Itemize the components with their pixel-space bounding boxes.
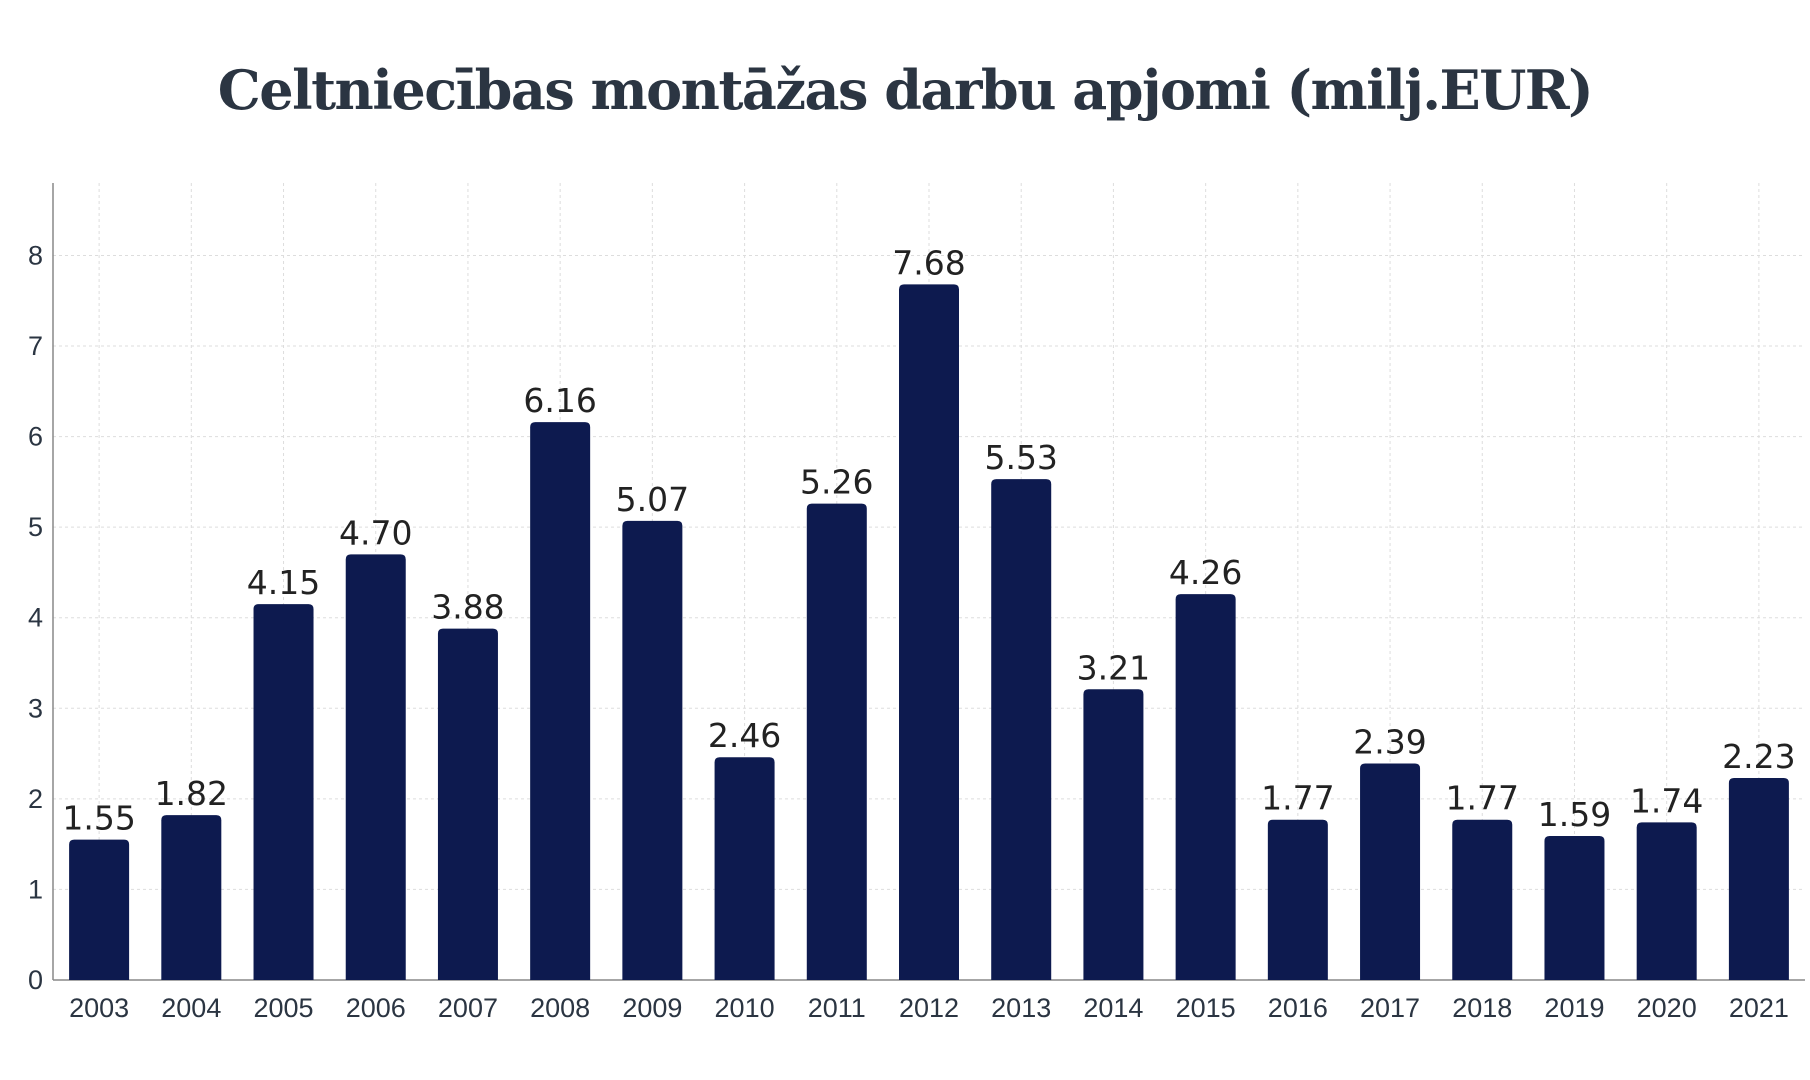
- data-label-2009: 5.07: [616, 480, 689, 519]
- bar-2019: [1544, 835, 1605, 980]
- data-label-2010: 2.46: [708, 716, 781, 755]
- bar-2013: [991, 479, 1052, 980]
- data-label-2005: 4.15: [247, 563, 320, 602]
- bar-2014: [1083, 689, 1144, 980]
- x-tick-label: 2006: [346, 993, 406, 1023]
- y-tick-label: 7: [28, 331, 43, 361]
- y-tick-label: 2: [28, 784, 43, 814]
- bar-2021: [1728, 778, 1789, 980]
- data-label-2012: 7.68: [892, 243, 965, 282]
- data-label-2014: 3.21: [1077, 648, 1150, 687]
- data-label-2003: 1.55: [62, 799, 135, 838]
- bar-2017: [1360, 763, 1421, 980]
- data-label-2011: 5.26: [800, 463, 873, 502]
- x-tick-label: 2013: [991, 993, 1051, 1023]
- x-tick-label: 2009: [622, 993, 682, 1023]
- bar-2008: [530, 422, 591, 981]
- x-tick-label: 2017: [1360, 993, 1420, 1023]
- x-tick-label: 2012: [899, 993, 959, 1023]
- x-tick-label: 2011: [808, 993, 866, 1023]
- bar-2012: [899, 284, 959, 980]
- tick-labels: 0 1 2 3 4 5 6 7 8 2003 2004 2005 2006 2007 2008 2009 201…: [28, 240, 1789, 1023]
- bar-2011: [806, 503, 867, 980]
- data-label-2020: 1.74: [1630, 781, 1703, 820]
- x-tick-label: 2016: [1268, 993, 1328, 1023]
- y-tick-label: 4: [28, 603, 43, 633]
- data-label-2007: 3.88: [431, 588, 504, 627]
- x-tick-label: 2018: [1452, 993, 1512, 1023]
- data-label-2018: 1.77: [1446, 779, 1519, 818]
- bar-2009: [622, 520, 683, 980]
- data-label-2006: 4.70: [339, 513, 412, 552]
- y-tick-label: 3: [28, 693, 43, 723]
- data-label-2004: 1.82: [155, 774, 228, 813]
- bar-2005: [253, 604, 314, 980]
- x-tick-label: 2004: [161, 993, 221, 1023]
- data-label-2016: 1.77: [1261, 779, 1334, 818]
- bar-2015: [1175, 594, 1236, 980]
- data-labels: 1.55 1.82 4.15 4.70 3.88 6.16 5.07 2.46 5.26 7.68…: [62, 243, 1795, 837]
- data-label-2021: 2.23: [1722, 737, 1795, 776]
- x-tick-label: 2021: [1729, 993, 1789, 1023]
- bar-2007: [437, 628, 498, 980]
- x-tick-label: 2014: [1083, 993, 1143, 1023]
- bar-2016: [1267, 819, 1328, 980]
- x-tick-label: 2019: [1544, 993, 1604, 1023]
- x-tick-label: 2008: [530, 993, 590, 1023]
- data-label-2019: 1.59: [1538, 795, 1611, 834]
- bar-2010: [714, 757, 775, 980]
- bar-2020: [1636, 822, 1697, 980]
- y-tick-label: 0: [28, 965, 43, 995]
- x-tick-label: 2015: [1176, 993, 1236, 1023]
- chart-title: Celtniecības montāžas darbu apjomi (milj…: [217, 58, 1594, 122]
- bar-2006: [345, 554, 406, 980]
- x-tick-label: 2007: [438, 993, 498, 1023]
- y-tick-label: 8: [28, 240, 43, 270]
- y-tick-label: 1: [28, 874, 43, 904]
- data-label-2008: 6.16: [523, 381, 596, 420]
- y-tick-label: 5: [28, 512, 43, 542]
- x-tick-label: 2010: [715, 993, 775, 1023]
- bar-2018: [1452, 819, 1513, 980]
- bar-2003: [69, 839, 130, 980]
- bar-2004: [161, 815, 222, 980]
- x-tick-label: 2005: [253, 993, 313, 1023]
- data-label-2015: 4.26: [1169, 553, 1242, 592]
- data-label-2013: 5.53: [984, 438, 1057, 477]
- bars: [69, 284, 1789, 981]
- data-label-2017: 2.39: [1353, 723, 1426, 762]
- y-tick-label: 6: [28, 422, 43, 452]
- x-tick-label: 2003: [69, 993, 129, 1023]
- x-tick-label: 2020: [1637, 993, 1697, 1023]
